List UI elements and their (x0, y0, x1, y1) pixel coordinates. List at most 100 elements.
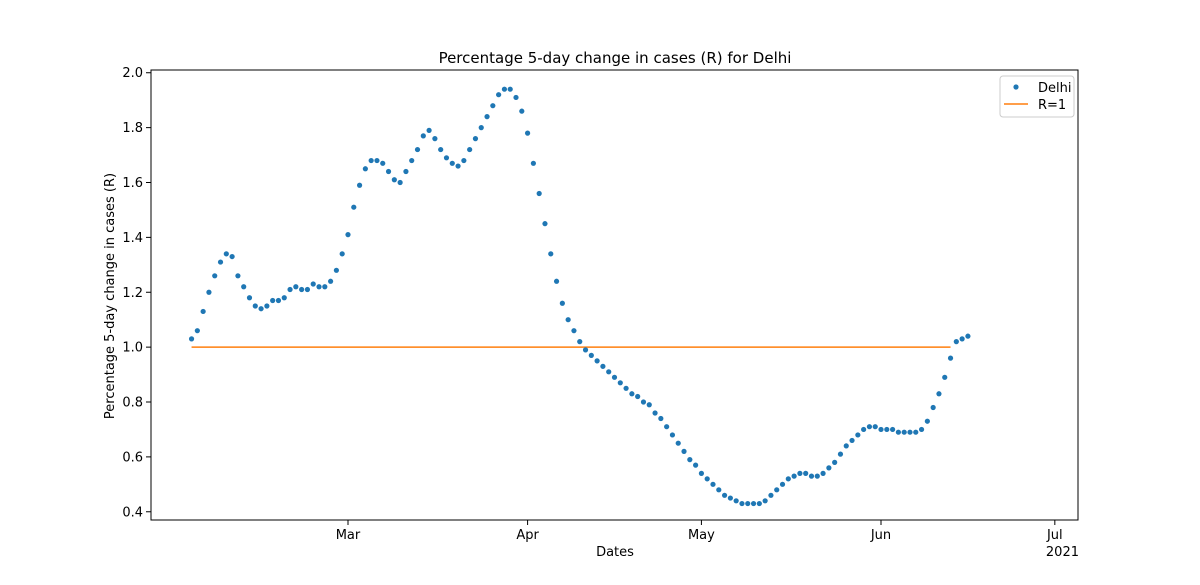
y-tick-label: 1.4 (122, 231, 143, 246)
data-point (333, 267, 339, 273)
data-point (791, 473, 797, 479)
data-point (669, 432, 676, 438)
data-point (414, 146, 421, 153)
data-point (820, 470, 826, 476)
data-point (936, 391, 942, 397)
data-point (548, 251, 554, 257)
data-point (571, 328, 577, 334)
data-point (901, 429, 907, 435)
data-point (872, 424, 878, 430)
y-tick-label: 0.4 (122, 505, 143, 520)
data-point (947, 355, 954, 361)
data-point (478, 125, 484, 131)
data-point (194, 328, 200, 334)
legend-label-r1: R=1 (1038, 98, 1066, 113)
data-point (606, 369, 612, 375)
data-point (200, 308, 206, 315)
data-point (600, 363, 606, 369)
data-point (339, 251, 345, 257)
data-point (391, 177, 397, 183)
data-point (264, 303, 270, 309)
data-point (403, 168, 409, 175)
data-point (449, 160, 455, 166)
data-point (855, 432, 861, 438)
data-point (913, 429, 919, 435)
data-point (374, 157, 380, 164)
data-point (229, 253, 235, 260)
data-point (212, 273, 218, 279)
data-point (322, 284, 328, 290)
data-point (507, 86, 513, 92)
data-point (727, 495, 733, 501)
data-point (362, 166, 368, 172)
x-axis: Mar Apr May Jun Jul (336, 520, 1063, 543)
data-point (490, 103, 496, 109)
data-point (287, 286, 293, 293)
legend-label-delhi: Delhi (1038, 81, 1071, 96)
data-point (304, 286, 311, 293)
data-point (704, 476, 710, 482)
data-point (774, 487, 780, 493)
data-point (577, 339, 583, 345)
x-tick-label: Apr (516, 528, 539, 543)
data-point (681, 448, 687, 454)
y-tick-label: 0.8 (122, 396, 143, 411)
data-point (803, 470, 809, 476)
data-point (785, 476, 791, 482)
data-point (328, 278, 334, 284)
delhi-series (188, 86, 971, 507)
data-point (217, 259, 224, 265)
data-point (496, 92, 502, 98)
chart-title: Percentage 5-day change in cases (R) for… (439, 49, 792, 67)
data-point (629, 391, 635, 397)
data-point (843, 443, 849, 449)
data-point (745, 500, 751, 507)
data-point (878, 426, 884, 433)
data-point (866, 424, 873, 430)
y-tick-label: 1.2 (122, 286, 143, 301)
data-point (884, 426, 890, 433)
data-point (918, 426, 925, 433)
data-point (907, 429, 913, 435)
data-point (536, 190, 542, 197)
data-point (582, 347, 589, 353)
data-point (924, 418, 930, 424)
data-point (380, 160, 386, 166)
data-point (640, 399, 647, 405)
data-point (316, 284, 322, 290)
data-point (252, 303, 258, 309)
data-point (658, 415, 664, 422)
data-point (432, 136, 438, 142)
data-point (652, 410, 658, 416)
data-point (542, 221, 548, 227)
data-point (235, 273, 241, 279)
data-point (246, 295, 253, 301)
data-point (299, 286, 305, 293)
y-tick-label: 1.0 (122, 341, 143, 356)
y-tick-label: 1.8 (122, 121, 143, 136)
data-point (461, 157, 467, 164)
data-point (953, 339, 959, 345)
data-point (750, 500, 757, 507)
data-point (397, 179, 403, 186)
data-point (310, 281, 316, 287)
data-point (293, 284, 299, 290)
data-point (890, 426, 896, 433)
data-point (716, 487, 722, 493)
data-point (588, 352, 594, 358)
data-point (710, 481, 716, 487)
x-tick-label: Mar (336, 528, 361, 543)
data-point (861, 426, 867, 433)
data-point (623, 385, 629, 391)
data-point (472, 136, 479, 142)
data-point (733, 498, 739, 504)
data-point (942, 374, 948, 380)
data-point (519, 108, 525, 114)
data-point (895, 429, 901, 435)
data-point (594, 358, 600, 364)
x-tick-label: Jun (870, 528, 891, 543)
plot-area (150, 69, 1079, 521)
data-point (455, 163, 461, 169)
data-point (646, 402, 652, 408)
data-point (467, 146, 473, 153)
